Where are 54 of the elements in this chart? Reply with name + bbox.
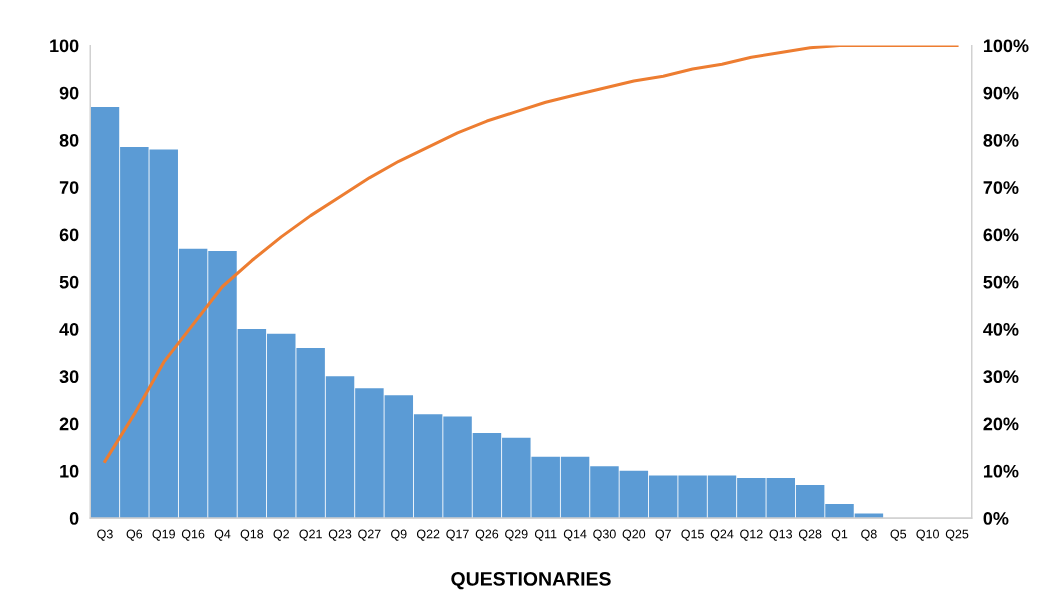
x-tick-label: Q14 [563, 529, 587, 541]
x-tick-label: Q12 [740, 529, 763, 541]
x-tick-label: Q16 [181, 529, 205, 541]
x-tick-label: Q7 [655, 529, 671, 541]
y-tick-label: 50 [59, 275, 79, 289]
x-tick-label: Q30 [593, 529, 616, 541]
y2-tick-label: 10% [983, 464, 1019, 478]
y-tick-label: 70 [59, 181, 79, 194]
x-tick-label: Q13 [769, 529, 793, 541]
y-tick-label: 20 [59, 417, 79, 431]
x-tick-label: Q3 [97, 529, 113, 541]
y-tick-label: 60 [59, 228, 79, 242]
x-tick-label: Q15 [681, 529, 704, 541]
x-tick-label: Q10 [916, 529, 939, 541]
x-tick-label: Q6 [126, 529, 143, 541]
x-tick-label: Q29 [505, 529, 528, 541]
y-tick-label: 10 [60, 464, 79, 478]
y-tick-label: 30 [59, 370, 79, 384]
y2-tick-label: 50% [983, 275, 1019, 289]
y2-tick-label: 70% [983, 181, 1019, 194]
y2-tick-label: 60% [983, 228, 1019, 242]
x-tick-label: Q23 [328, 529, 352, 541]
y-tick-label: 100 [50, 39, 79, 53]
x-tick-label: Q27 [358, 529, 381, 541]
x-tick-label: Q25 [945, 529, 969, 541]
x-tick-label: Q17 [446, 529, 469, 541]
x-tick-label: Q11 [534, 529, 557, 541]
x-tick-label: Q28 [798, 529, 822, 541]
x-tick-label: Q21 [299, 529, 322, 541]
x-tick-label: Q1 [831, 529, 848, 541]
line-series [103, 45, 959, 463]
y-tick-label: 0 [69, 512, 79, 525]
x-axis-title: QUESTIONARIES [451, 571, 611, 590]
y2-tick-label: 40% [983, 322, 1019, 336]
y2-tick-label: 90% [983, 86, 1019, 100]
x-tick-label: Q24 [710, 529, 734, 541]
y2-tick-label: 80% [983, 133, 1019, 147]
x-tick-label: Q4 [214, 529, 231, 541]
x-tick-label: Q19 [152, 529, 175, 541]
x-tick-label: Q8 [861, 529, 877, 541]
y-tick-label: 40 [59, 322, 79, 336]
y2-tick-label: 20% [983, 417, 1019, 431]
y2-tick-label: 100% [983, 39, 1029, 53]
x-tick-label: Q22 [416, 529, 440, 541]
y-tick-label: 90 [59, 86, 79, 100]
x-tick-label: Q26 [475, 529, 499, 541]
x-tick-label: Q9 [391, 529, 407, 541]
x-tick-label: Q2 [273, 529, 289, 541]
y2-tick-label: 30% [983, 370, 1019, 384]
y-tick-label: 80 [59, 133, 79, 147]
y2-tick-label: 0% [983, 512, 1009, 525]
x-tick-label: Q18 [240, 529, 264, 541]
x-tick-label: Q5 [890, 529, 907, 541]
x-tick-label: Q20 [622, 529, 646, 541]
